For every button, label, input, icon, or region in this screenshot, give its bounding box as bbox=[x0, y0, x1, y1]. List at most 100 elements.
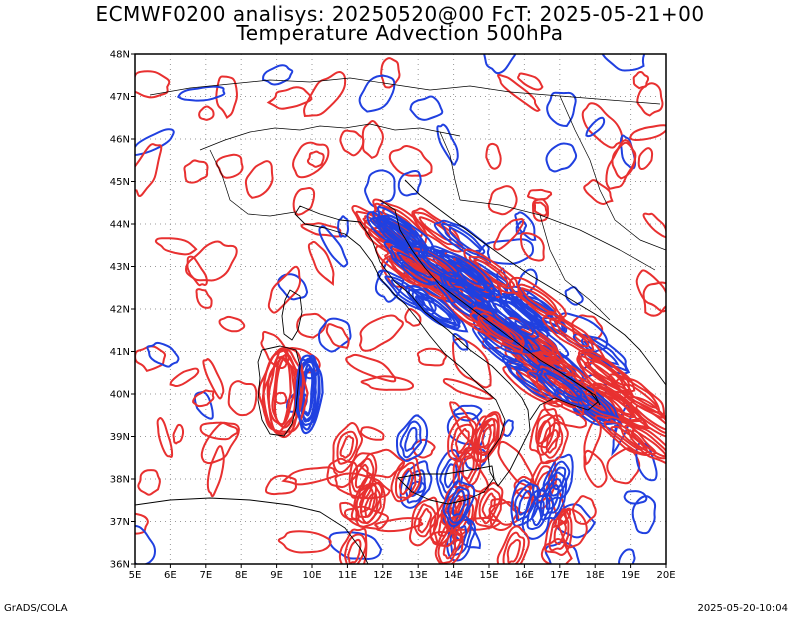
border-balkans-inner bbox=[459, 199, 656, 271]
contour-line bbox=[300, 222, 343, 238]
y-tick-label: 37N bbox=[110, 517, 130, 528]
contour-line bbox=[583, 361, 618, 386]
x-tick-label: 10E bbox=[302, 570, 321, 581]
contour-line bbox=[146, 341, 180, 368]
contour-line bbox=[384, 249, 430, 284]
contour-line bbox=[135, 525, 157, 564]
y-tick-label: 44N bbox=[110, 220, 130, 231]
border-east bbox=[559, 95, 666, 251]
contour-line bbox=[296, 312, 327, 339]
contour-line bbox=[481, 492, 496, 519]
contour-line bbox=[338, 527, 368, 564]
border-slovenia bbox=[439, 131, 461, 201]
y-tick-label: 42N bbox=[110, 305, 130, 316]
contour-line bbox=[635, 405, 666, 431]
contour-line bbox=[135, 128, 175, 157]
contour-line bbox=[257, 346, 309, 433]
contour-line bbox=[380, 57, 401, 89]
contour-line bbox=[374, 256, 406, 303]
contour-line bbox=[539, 478, 564, 516]
contour-line bbox=[477, 312, 523, 348]
contour-line bbox=[488, 298, 535, 336]
contour-line bbox=[404, 426, 418, 452]
contour-line bbox=[399, 460, 433, 509]
contour-line bbox=[531, 500, 545, 527]
contour-line bbox=[399, 420, 423, 459]
contour-line bbox=[273, 357, 292, 426]
contour-line bbox=[483, 54, 517, 75]
contour-line bbox=[441, 222, 486, 256]
contour-line bbox=[576, 352, 635, 398]
contour-line bbox=[364, 169, 396, 210]
contour-line bbox=[564, 286, 584, 306]
contour-line bbox=[172, 423, 185, 445]
contour-line bbox=[581, 102, 624, 149]
contour-line bbox=[455, 427, 470, 454]
y-tick-label: 41N bbox=[110, 347, 130, 358]
x-tick-label: 7E bbox=[199, 570, 212, 581]
contour-line bbox=[359, 484, 382, 525]
contour-line bbox=[185, 240, 238, 282]
contour-line bbox=[195, 288, 213, 309]
y-tick-label: 46N bbox=[110, 135, 130, 146]
contour-line bbox=[478, 293, 540, 340]
contour-line bbox=[497, 73, 541, 112]
contour-line bbox=[456, 448, 480, 487]
contour-line bbox=[332, 421, 364, 474]
contour-line bbox=[261, 348, 303, 439]
contour-line bbox=[487, 185, 518, 216]
y-tick-label: 47N bbox=[110, 92, 130, 103]
contour-line bbox=[202, 358, 225, 400]
contour-line bbox=[545, 142, 578, 173]
contour-line bbox=[355, 481, 386, 528]
contour-line bbox=[347, 538, 362, 564]
contour-line bbox=[623, 490, 648, 505]
contour-line bbox=[266, 86, 313, 110]
contour-line bbox=[553, 521, 567, 546]
x-tick-label: 6E bbox=[164, 570, 177, 581]
y-tick-label: 43N bbox=[110, 262, 130, 273]
contour-line bbox=[336, 430, 359, 465]
contour-line bbox=[517, 72, 544, 91]
contour-line bbox=[630, 400, 666, 434]
contour-line bbox=[262, 64, 294, 86]
contour-line bbox=[277, 530, 332, 554]
x-axis-ticks: 5E 6E 7E 8E 9E 10E 11E 12E 13E 14E 15E 16E 17E 18E 19E… bbox=[129, 564, 676, 581]
contour-line bbox=[542, 453, 574, 502]
contour-line bbox=[227, 380, 258, 417]
contour-line bbox=[361, 120, 384, 159]
contour-line bbox=[449, 518, 472, 557]
contour-line bbox=[451, 489, 467, 517]
contour-line bbox=[397, 169, 422, 197]
contour-line bbox=[442, 532, 457, 560]
contour-line bbox=[496, 525, 530, 564]
x-tick-label: 15E bbox=[479, 570, 498, 581]
contour-line bbox=[545, 429, 559, 454]
contour-line bbox=[244, 160, 274, 199]
contour-line bbox=[318, 225, 349, 268]
contour-line bbox=[554, 321, 590, 348]
contour-line bbox=[642, 212, 666, 239]
contour-line bbox=[354, 463, 369, 489]
contour-line bbox=[473, 258, 509, 287]
contour-line bbox=[412, 211, 464, 249]
contour-line bbox=[176, 85, 226, 102]
contour-line bbox=[521, 489, 555, 540]
border-france bbox=[209, 149, 296, 217]
contour-line bbox=[358, 74, 396, 113]
contour-line bbox=[215, 75, 238, 119]
contour-line bbox=[468, 255, 516, 289]
contour-line bbox=[359, 426, 385, 441]
contour-line bbox=[360, 375, 415, 391]
contour-line bbox=[339, 129, 365, 157]
contour-line bbox=[395, 414, 429, 462]
contour-line bbox=[409, 496, 440, 547]
contour-line bbox=[622, 395, 666, 438]
contour-line bbox=[292, 141, 330, 179]
coastline-sicily bbox=[397, 465, 495, 505]
contour-line bbox=[637, 147, 654, 171]
contour-line bbox=[339, 435, 355, 459]
contour-line bbox=[539, 367, 583, 402]
contour-line bbox=[594, 414, 657, 457]
